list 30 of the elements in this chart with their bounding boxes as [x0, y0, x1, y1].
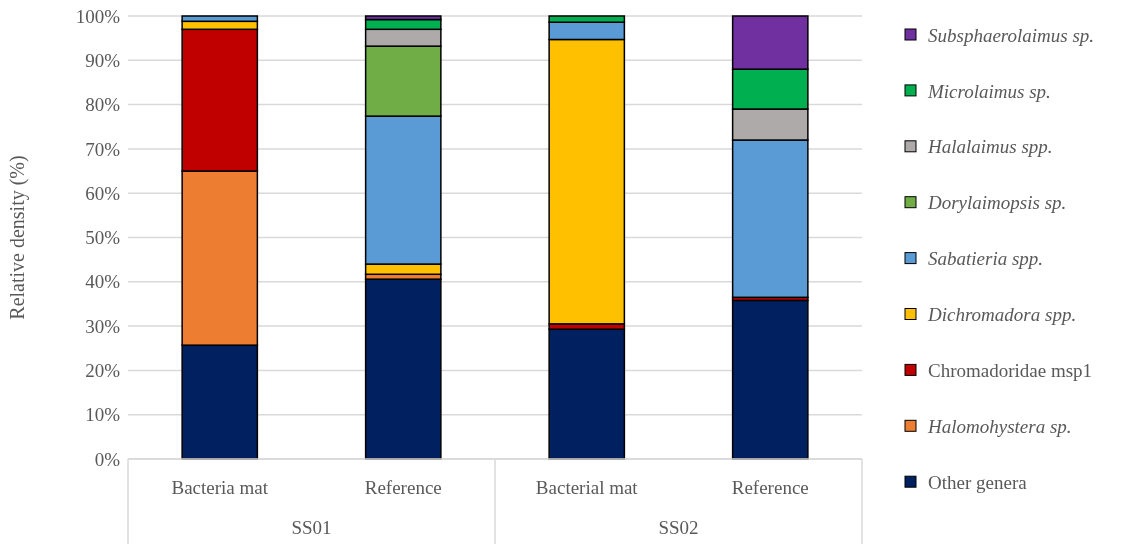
bar — [548, 328, 626, 460]
legend-label: Microlaimus sp. — [927, 80, 1051, 102]
y-tick-label: 20% — [85, 360, 121, 382]
legend-label: Dorylaimopsis sp. — [927, 192, 1067, 214]
y-tick-label: 10% — [85, 404, 121, 426]
y-tick-label: 40% — [85, 271, 121, 293]
y-tick-label: 70% — [85, 138, 121, 160]
x-tick-label: Bacteria mat — [171, 477, 269, 498]
y-tick-label: 0% — [94, 448, 121, 470]
y-tick-label: 90% — [85, 49, 121, 71]
x-tick-label: Reference — [364, 477, 442, 498]
y-tick-label: 30% — [85, 315, 121, 337]
legend-label: Halomohystera sp. — [927, 415, 1072, 437]
legend-label: Sabatieria spp. — [928, 248, 1044, 270]
legend-label: Chromadoridae msp1 — [928, 360, 1093, 382]
bar — [731, 299, 809, 460]
y-tick-label: 100% — [75, 5, 121, 27]
x-tick-label: Bacterial mat — [535, 477, 639, 498]
legend-label: Other genera — [928, 471, 1028, 493]
bar — [364, 278, 442, 460]
legend-label: Subsphaerolaimus sp. — [928, 24, 1095, 46]
y-tick-label: 60% — [85, 182, 121, 204]
x-tick-label: Reference — [731, 477, 809, 498]
text: SS02 — [658, 517, 699, 538]
y-axis-title: Relative density (%) — [6, 155, 29, 320]
y-tick-label: 80% — [85, 94, 121, 116]
text: SS01 — [291, 517, 332, 538]
legend-label: Dichromadora spp. — [927, 304, 1077, 326]
legend-label: Halalaimus spp. — [927, 136, 1053, 158]
y-tick-label: 50% — [85, 227, 121, 249]
